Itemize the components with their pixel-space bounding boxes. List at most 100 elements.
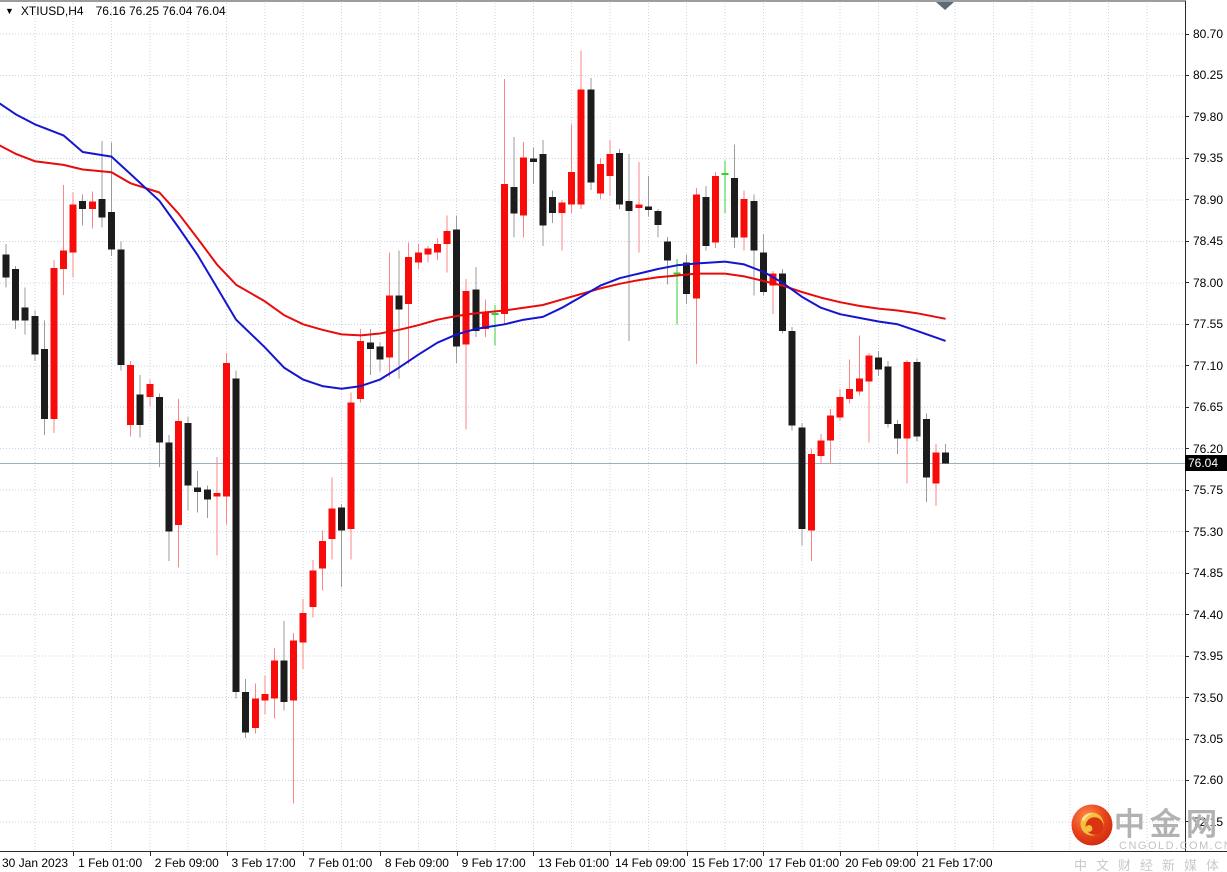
candle xyxy=(711,172,719,248)
time-label: 20 Feb 09:00 xyxy=(845,856,916,870)
time-tick xyxy=(456,852,458,856)
time-tick xyxy=(840,852,842,856)
time-tick xyxy=(916,852,918,856)
time-label: 9 Feb 17:00 xyxy=(461,856,526,870)
candle xyxy=(894,420,902,455)
candle xyxy=(510,137,518,238)
candle xyxy=(740,190,748,251)
price-tick xyxy=(1185,33,1189,35)
chart-title: ▼ XTIUSD,H4 76.16 76.25 76.04 76.04 xyxy=(5,4,226,18)
candle xyxy=(942,444,950,464)
candle xyxy=(472,267,480,338)
ohlc-readout: 76.16 76.25 76.04 76.04 xyxy=(95,4,226,18)
candle xyxy=(577,50,585,210)
candle xyxy=(827,409,835,464)
price-label: 78.00 xyxy=(1193,275,1224,290)
candle xyxy=(223,352,230,525)
candle xyxy=(846,359,854,404)
price-label: 75.30 xyxy=(1193,524,1224,539)
price-tick xyxy=(1185,655,1189,657)
time-label: 8 Feb 09:00 xyxy=(384,856,449,870)
candle xyxy=(146,379,154,407)
candle xyxy=(587,78,595,190)
price-label: 74.85 xyxy=(1193,566,1224,581)
price-label: 75.75 xyxy=(1193,483,1224,498)
price-label: 77.55 xyxy=(1193,317,1224,332)
time-axis[interactable]: 30 Jan 2023 1 Feb 01:00 2 Feb 09:00 3 Feb 1… xyxy=(0,852,1227,872)
price-tick xyxy=(1185,697,1189,699)
candle xyxy=(50,259,58,434)
candle xyxy=(865,352,873,443)
price-tick xyxy=(1185,282,1189,284)
candle xyxy=(261,675,269,715)
candle xyxy=(807,448,815,562)
price-tick xyxy=(1185,406,1189,408)
symbol-dropdown-icon[interactable]: ▼ xyxy=(5,6,14,16)
candle xyxy=(31,310,39,362)
candle xyxy=(750,194,758,296)
candle xyxy=(596,158,604,199)
symbol-period-label: XTIUSD,H4 xyxy=(20,4,84,18)
chart-canvas[interactable] xyxy=(0,0,1185,851)
candle xyxy=(922,413,930,503)
candle xyxy=(2,244,10,288)
price-label: 78.90 xyxy=(1193,192,1224,207)
candle xyxy=(529,147,537,185)
price-label: 76.20 xyxy=(1193,441,1224,456)
candle xyxy=(213,457,221,556)
candle xyxy=(817,433,825,464)
candle xyxy=(414,244,422,270)
candle xyxy=(280,621,288,711)
price-tick xyxy=(1185,448,1189,450)
time-axis-line xyxy=(0,851,1227,852)
candle xyxy=(635,162,643,253)
candle xyxy=(318,530,326,591)
candle xyxy=(395,250,403,379)
price-tick xyxy=(1185,199,1189,201)
candle xyxy=(270,647,278,719)
candle xyxy=(568,124,576,213)
candle xyxy=(874,351,882,376)
candle xyxy=(79,194,87,226)
time-label: 14 Feb 09:00 xyxy=(615,856,686,870)
price-label: 72.60 xyxy=(1193,773,1224,788)
price-label: 80.70 xyxy=(1193,27,1224,41)
candle xyxy=(501,79,509,326)
ma-blue-line xyxy=(0,102,946,390)
candle xyxy=(836,388,844,422)
price-tick xyxy=(1185,572,1189,574)
candle xyxy=(21,287,29,335)
candle xyxy=(165,434,173,562)
candle xyxy=(299,598,307,669)
autoscroll-marker-icon[interactable] xyxy=(936,2,954,10)
candle xyxy=(903,360,911,484)
candle xyxy=(654,209,662,238)
candle xyxy=(117,241,125,371)
time-tick xyxy=(763,852,765,856)
price-tick xyxy=(1185,157,1189,159)
time-tick xyxy=(303,852,305,856)
candle xyxy=(184,416,192,511)
candle xyxy=(385,252,393,377)
candle xyxy=(175,398,183,568)
time-label: 2 Feb 09:00 xyxy=(154,856,219,870)
candle xyxy=(520,141,528,238)
price-axis[interactable]: 80.70 80.25 79.80 79.35 78.90 78.45 78.00 77.55… xyxy=(1185,0,1227,851)
candle xyxy=(453,215,461,364)
candle xyxy=(913,358,921,442)
candle xyxy=(644,175,652,217)
time-tick xyxy=(149,852,151,856)
price-tick xyxy=(1185,614,1189,616)
candle xyxy=(194,470,202,513)
candle xyxy=(290,633,298,804)
price-tick xyxy=(1185,738,1189,740)
candle xyxy=(136,374,144,438)
price-tick xyxy=(1185,240,1189,242)
time-label: 3 Feb 17:00 xyxy=(231,856,296,870)
time-label: 30 Jan 2023 xyxy=(2,856,69,870)
candle xyxy=(338,504,346,587)
candle xyxy=(69,192,77,278)
price-tick xyxy=(1185,74,1189,76)
time-tick xyxy=(610,852,611,856)
